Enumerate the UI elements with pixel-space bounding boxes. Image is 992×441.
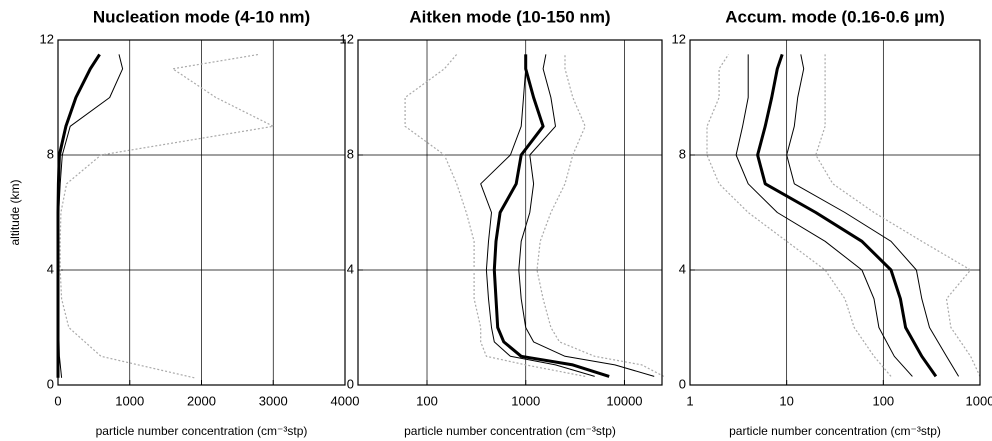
chart-title: Nucleation mode (4-10 nm) (93, 7, 310, 26)
x-tick-label: 1000 (511, 393, 540, 408)
profile-line (59, 53, 274, 379)
x-axis-label: particle number concentration (cm⁻³stp) (729, 424, 941, 438)
x-axis-label: particle number concentration (cm⁻³stp) (96, 424, 308, 438)
profile-line (536, 54, 665, 377)
chart-title: Aitken mode (10-150 nm) (409, 7, 610, 26)
profile-line (58, 54, 124, 378)
x-tick-label: 0 (54, 393, 61, 408)
profile-line (706, 54, 892, 377)
profile-line (735, 54, 913, 377)
x-axis-label: particle number concentration (cm⁻³stp) (404, 424, 616, 438)
profile-line (756, 53, 938, 378)
y-tick-label: 0 (679, 376, 686, 391)
x-tick-label: 10 (779, 393, 793, 408)
profile-line (518, 54, 655, 377)
x-tick-label: 1000 (966, 393, 992, 408)
plot-frame (689, 39, 981, 386)
y-tick-label: 8 (679, 146, 686, 161)
x-tick-label: 100 (416, 393, 438, 408)
profile-line (786, 54, 960, 377)
x-tick-label: 2000 (187, 393, 216, 408)
y-tick-label: 8 (347, 146, 354, 161)
profile-line (492, 54, 610, 378)
profile-line (815, 54, 981, 377)
y-tick-label: 4 (679, 261, 686, 276)
y-tick-label: 8 (47, 146, 54, 161)
y-tick-label: 12 (340, 31, 354, 46)
y-tick-label: 12 (672, 31, 686, 46)
plot-frame (57, 39, 346, 386)
y-tick-label: 0 (47, 376, 54, 391)
y-tick-label: 0 (347, 376, 354, 391)
y-tick-label: 4 (47, 261, 54, 276)
x-tick-label: 1000 (115, 393, 144, 408)
x-tick-label: 3000 (259, 393, 288, 408)
y-tick-label: 4 (347, 261, 354, 276)
y-tick-label: 12 (40, 31, 54, 46)
profile-line (480, 54, 595, 377)
profile-line (56, 53, 101, 378)
x-tick-label: 10000 (606, 393, 642, 408)
profile-line (404, 54, 586, 377)
x-tick-label: 1 (686, 393, 693, 408)
x-tick-label: 4000 (331, 393, 360, 408)
x-tick-label: 100 (872, 393, 894, 408)
plot-frame (357, 39, 663, 386)
chart-title: Accum. mode (0.16-0.6 µm) (725, 7, 945, 26)
y-axis-label: altitude (km) (8, 179, 22, 245)
